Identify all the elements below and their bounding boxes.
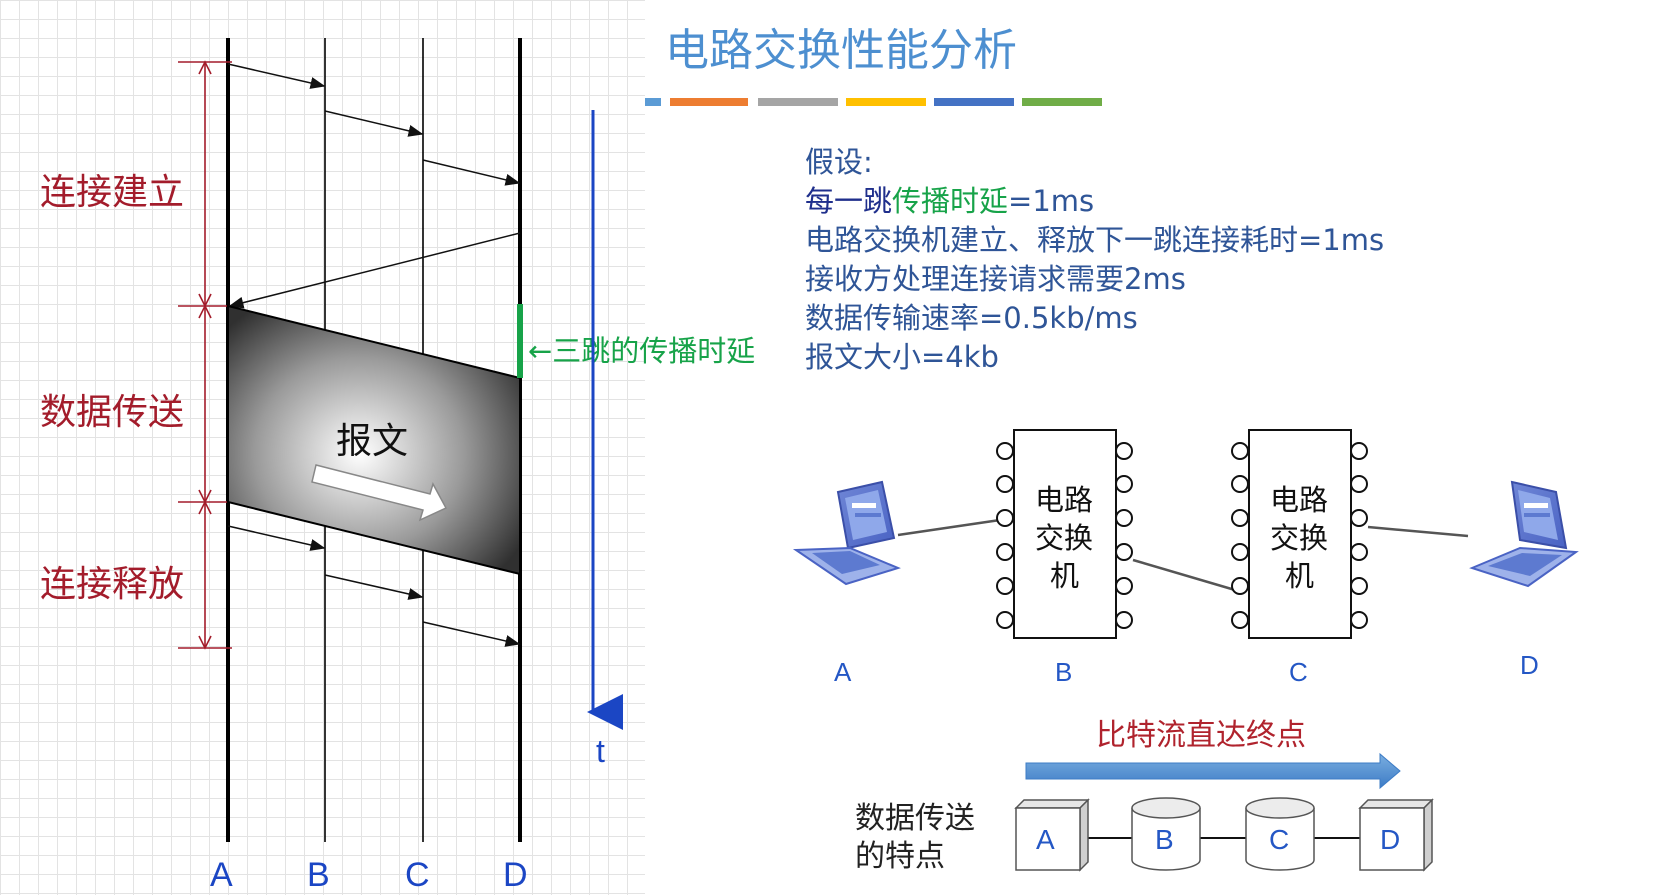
feature-title-line1: 数据传送 bbox=[855, 801, 975, 836]
setup-arrow-ab bbox=[227, 63, 326, 89]
column-label-a: A bbox=[210, 856, 233, 894]
link-b-c bbox=[1132, 558, 1236, 592]
column-label-c: C bbox=[405, 856, 430, 894]
setup-arrow-cd bbox=[422, 159, 521, 186]
network-label-c: C bbox=[1289, 657, 1308, 687]
timeline-diagram: 连接建立 数据传送 连接释放 报文 ←三跳的传播时延 t A B C D bbox=[40, 38, 755, 894]
message-block bbox=[227, 304, 521, 576]
feature-node-b-label: B bbox=[1155, 824, 1174, 855]
switch-c-text-1: 电路 bbox=[1270, 483, 1328, 517]
column-label-b: B bbox=[307, 856, 330, 894]
laptop-d-icon bbox=[1469, 480, 1579, 588]
assumption-2: 电路交换机建立、释放下一跳连接耗时=1ms bbox=[805, 223, 1384, 257]
page-title: 电路交换性能分析 bbox=[665, 25, 1017, 76]
switch-c-text-2: 交换 bbox=[1270, 521, 1328, 555]
assumptions: 假设: 每一跳传播时延=1ms 电路交换机建立、释放下一跳连接耗时=1ms 接收… bbox=[805, 145, 1384, 374]
phase-bracket bbox=[178, 60, 232, 650]
assumption-5: 报文大小=4kb bbox=[805, 340, 999, 374]
feature-node-a: A bbox=[1014, 798, 1090, 872]
laptop-a-icon bbox=[792, 480, 901, 586]
bitflow-arrow bbox=[1025, 752, 1401, 790]
assumption-1: 每一跳传播时延=1ms bbox=[805, 184, 1094, 218]
feature-node-c-label: C bbox=[1269, 824, 1289, 855]
assumption-3: 接收方处理连接请求需要2ms bbox=[805, 262, 1186, 296]
feature-node-d: D bbox=[1358, 798, 1434, 872]
switch-c-text-3: 机 bbox=[1285, 559, 1314, 593]
switch-b-text-1: 电路 bbox=[1035, 483, 1093, 517]
propagation-note: ←三跳的传播时延 bbox=[528, 334, 755, 368]
message-label: 报文 bbox=[336, 421, 408, 462]
network-label-d: D bbox=[1520, 650, 1539, 680]
release-arrow-bc bbox=[324, 574, 424, 600]
data-transfer-feature: 比特流直达终点 数据传送 的特点 A B C bbox=[855, 718, 1434, 874]
time-axis-label: t bbox=[596, 733, 605, 769]
feature-node-d-label: D bbox=[1380, 824, 1400, 855]
phase-connection-release: 连接释放 bbox=[40, 564, 184, 605]
confirm-arrow-da bbox=[228, 232, 521, 309]
release-arrow-ab bbox=[227, 525, 326, 551]
bitflow-label: 比特流直达终点 bbox=[1096, 718, 1306, 753]
message-direction-arrow bbox=[311, 464, 448, 522]
assumption-4: 数据传输速率=0.5kb/ms bbox=[805, 301, 1138, 335]
link-a-b bbox=[897, 518, 1001, 537]
switch-b-text-3: 机 bbox=[1050, 559, 1079, 593]
network-label-b: B bbox=[1055, 657, 1072, 687]
feature-node-a-label: A bbox=[1036, 824, 1055, 855]
phase-data-transfer: 数据传送 bbox=[40, 392, 184, 433]
switch-b: 电路 交换 机 bbox=[996, 429, 1133, 639]
network-diagram: 电路 交换 机 电路 交换 机 A B C D bbox=[792, 429, 1579, 687]
column-label-d: D bbox=[503, 856, 528, 894]
switch-c: 电路 交换 机 bbox=[1231, 429, 1368, 639]
feature-node-c: C bbox=[1245, 797, 1315, 871]
link-c-d bbox=[1367, 525, 1469, 538]
switch-b-text-2: 交换 bbox=[1035, 521, 1093, 555]
setup-arrow-bc bbox=[324, 110, 424, 137]
assumptions-heading: 假设: bbox=[805, 145, 873, 179]
feature-node-b: B bbox=[1131, 797, 1201, 871]
phase-connection-setup: 连接建立 bbox=[40, 172, 184, 213]
network-label-a: A bbox=[834, 657, 852, 687]
release-arrow-cd bbox=[422, 621, 521, 647]
feature-title-line2: 的特点 bbox=[855, 839, 945, 874]
accent-bars bbox=[645, 98, 1102, 106]
